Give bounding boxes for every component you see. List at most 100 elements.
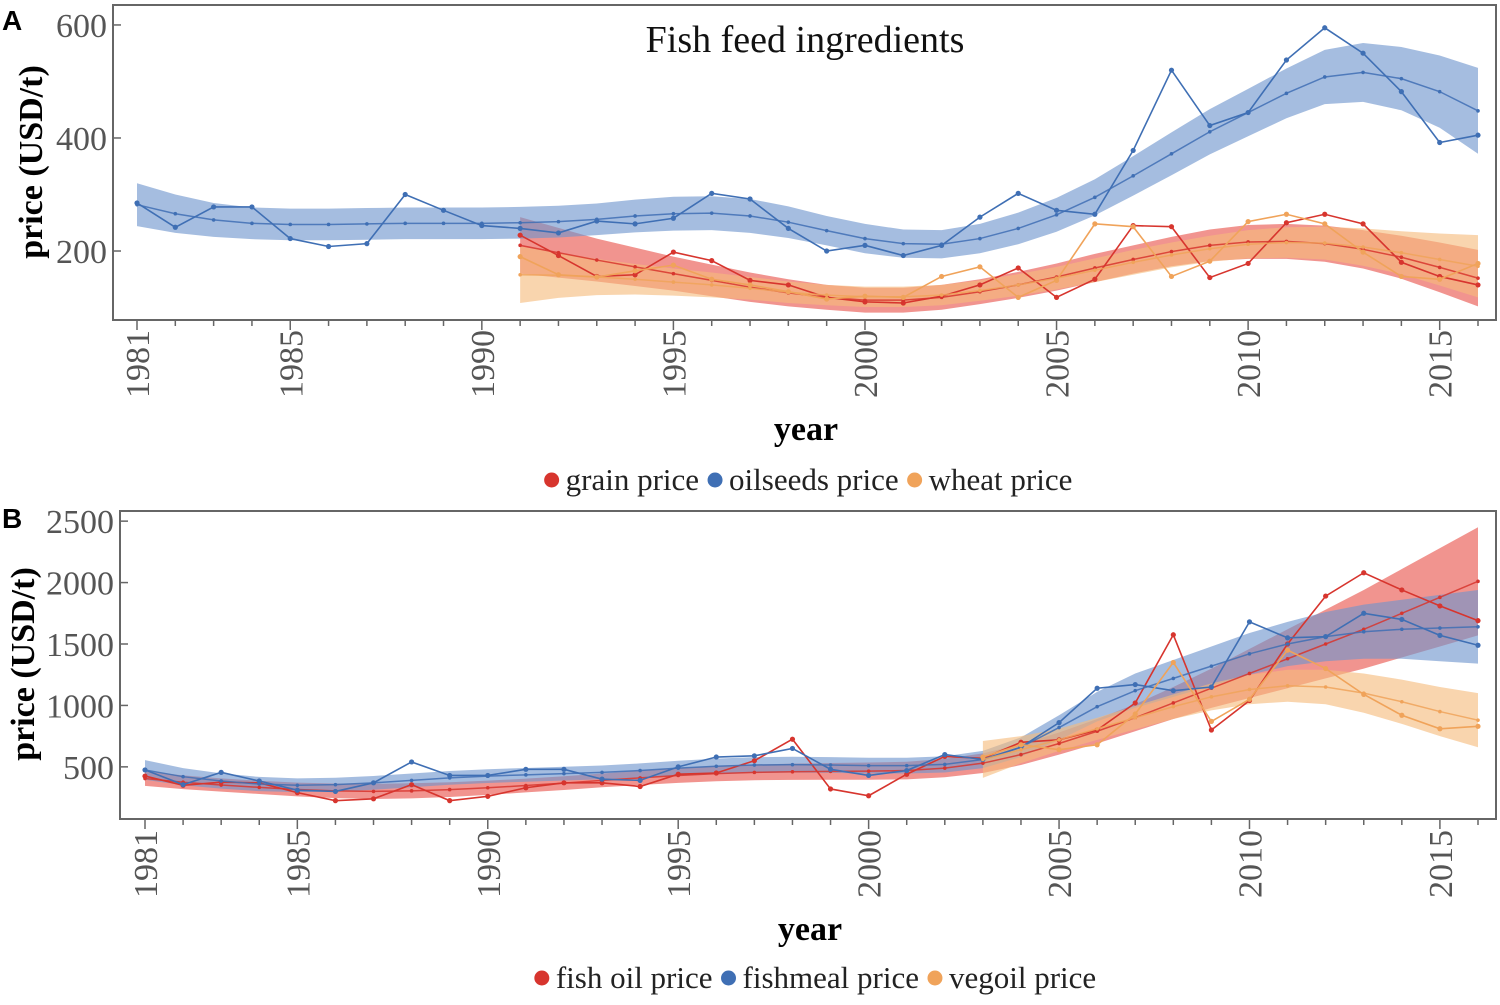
grain-price-point	[1245, 260, 1251, 267]
x-tick-label: 1981	[128, 830, 165, 898]
vegoil-price-trend-point	[1095, 726, 1099, 731]
fish-oil-price-point	[1323, 593, 1329, 599]
vegoil-price-point	[1284, 647, 1291, 653]
y-tick-label: 400	[56, 121, 107, 158]
fishmeal-price-point	[1284, 635, 1291, 641]
wheat-price-point	[1475, 260, 1481, 267]
legend-label-wheat-price: wheat price	[929, 462, 1073, 497]
x-tick-label: 1985	[280, 830, 317, 898]
panel-a-title: Fish feed ingredients	[646, 19, 965, 61]
fish-oil-price-trend-point	[524, 783, 528, 788]
x-tick-label: 2005	[1042, 830, 1079, 898]
oilseeds-price-trend-point	[403, 221, 408, 226]
oilseeds-price-trend-point	[250, 221, 254, 226]
oilseeds-price-point	[1130, 147, 1136, 154]
oilseeds-price-point	[172, 224, 178, 230]
grain-price-trend-point	[633, 265, 637, 269]
x-tick-label: 1995	[661, 830, 698, 898]
fishmeal-price-trend-point	[828, 763, 833, 767]
fish-oil-price-trend-line	[144, 580, 1479, 793]
oilseeds-price-point	[1053, 207, 1060, 213]
grain-price-point	[1475, 282, 1481, 288]
oilseeds-price-trend-point	[748, 214, 752, 218]
fish-oil-price-point	[1475, 618, 1481, 624]
vegoil-price-point	[1018, 742, 1024, 748]
legend-label-fishmeal-price: fishmeal price	[743, 960, 919, 995]
oilseeds-price-trend-point	[978, 236, 982, 241]
fishmeal-price-point	[751, 753, 757, 759]
wheat-price-trend-point	[1016, 283, 1021, 287]
wheat-price-trend-point	[1131, 260, 1135, 265]
vegoil-price-point	[1056, 747, 1062, 753]
oilseeds-price-point	[287, 235, 293, 242]
wheat-price-point	[939, 273, 945, 280]
legend-label-oilseeds-price: oilseeds price	[729, 462, 899, 497]
x-tick-label: 2005	[1040, 330, 1077, 398]
oilseeds-price-point	[1398, 89, 1404, 95]
x-tick-label: 1995	[656, 330, 693, 398]
oilseeds-price-point	[1437, 139, 1443, 146]
grain-price-point	[555, 252, 562, 259]
fishmeal-price-trend-point	[1133, 688, 1138, 693]
fish-oil-price-point	[904, 771, 910, 777]
grain-price-point	[1168, 224, 1175, 230]
vegoil-price-trend-point	[1209, 695, 1214, 699]
fishmeal-price-point	[1475, 642, 1481, 648]
vegoil-price-trend-point	[1361, 691, 1366, 695]
wheat-price-trend-point	[518, 272, 522, 277]
x-tick-label: 1981	[120, 330, 157, 398]
fishmeal-price-trend-point	[752, 763, 757, 767]
grain-price-trend-point	[1169, 249, 1174, 254]
x-tick-label: 2015	[1423, 330, 1460, 398]
x-tick-label: 1985	[273, 330, 310, 398]
fishmeal-price-trend-point	[1209, 664, 1214, 668]
fishmeal-price-trend-point	[600, 770, 604, 775]
fishmeal-price-trend-point	[1400, 627, 1404, 632]
x-tick-label: 2010	[1232, 830, 1269, 898]
grain-price-trend-point	[594, 258, 599, 262]
grain-price-trend-point	[1131, 257, 1135, 262]
grain-price-trend-point	[863, 298, 867, 302]
oilseeds-price-point	[1015, 190, 1021, 196]
wheat-price-trend-point	[978, 288, 982, 293]
fishmeal-price-trend-point	[181, 774, 185, 779]
wheat-price-point	[1245, 219, 1251, 225]
grain-price-point	[1092, 276, 1098, 282]
grain-price-trend-point	[1208, 243, 1212, 248]
vegoil-price-confidence-band	[982, 669, 1478, 778]
oilseeds-price-trend-point	[1054, 213, 1059, 217]
vegoil-price-trend-point	[1133, 715, 1138, 720]
x-tick-label: 1990	[465, 330, 502, 398]
vegoil-price-trend-point	[1476, 718, 1480, 722]
grain-price-point	[709, 258, 715, 264]
vegoil-price-point	[1208, 718, 1214, 725]
oilseeds-price-point	[1092, 211, 1098, 217]
grain-price-point	[747, 277, 753, 283]
oilseeds-price-trend-point	[211, 218, 216, 222]
wheat-price-trend-point	[1437, 257, 1442, 262]
x-tick-label: 1990	[471, 830, 508, 898]
oilseeds-price-trend-point	[1208, 129, 1212, 134]
wheat-price-point	[1283, 211, 1290, 217]
x-tick-label: 2000	[852, 830, 889, 898]
fishmeal-price-point	[256, 778, 262, 784]
oilseeds-price-point	[211, 204, 217, 210]
fishmeal-price-point	[409, 759, 415, 765]
wheat-price-point	[1437, 276, 1443, 282]
fish-oil-price-point	[1132, 700, 1138, 706]
fishmeal-price-trend-point	[371, 781, 376, 785]
wheat-price-trend-point	[1093, 268, 1097, 273]
grain-price-point	[1015, 265, 1021, 271]
fishmeal-price-point	[637, 777, 643, 783]
x-tick-label: 2000	[848, 330, 885, 398]
oilseeds-price-point	[1283, 57, 1290, 63]
fish-oil-price-trend-point	[485, 785, 490, 790]
fishmeal-price-trend-point	[219, 779, 223, 783]
fishmeal-price-point	[789, 745, 796, 752]
panel-b-x-axis-title: year	[778, 911, 842, 948]
wheat-price-trend-point	[594, 275, 599, 279]
fishmeal-price-trend-point	[676, 766, 680, 770]
fish-oil-price-point	[1399, 587, 1405, 593]
vegoil-price-point	[1399, 712, 1405, 718]
